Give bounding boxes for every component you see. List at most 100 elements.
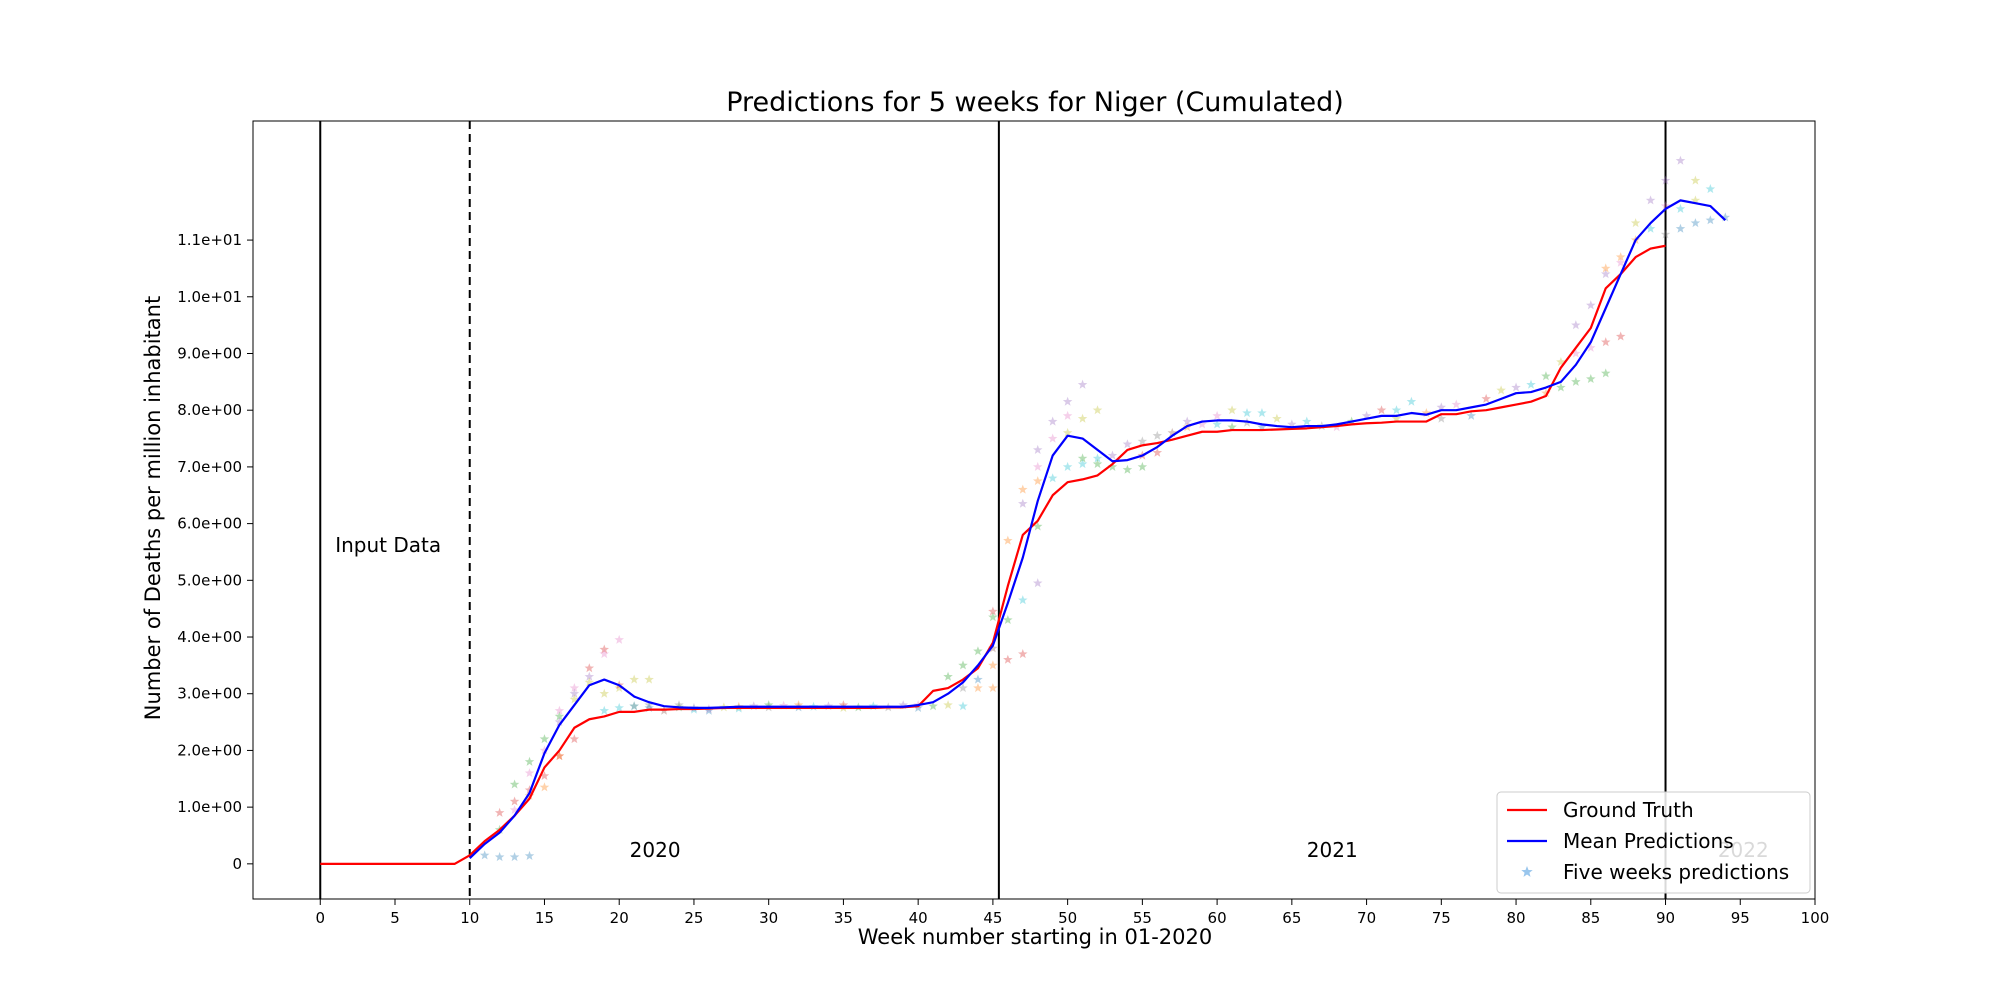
prediction-star-marker bbox=[1690, 218, 1701, 228]
y-tick-label: 6.0e+00 bbox=[177, 515, 242, 533]
x-tick-label: 5 bbox=[390, 909, 400, 927]
prediction-star-marker bbox=[1511, 382, 1521, 392]
prediction-star-marker bbox=[1122, 439, 1133, 449]
five-weeks-predictions-markers bbox=[479, 155, 1731, 862]
prediction-star-marker bbox=[973, 674, 983, 684]
y-tick-label: 8.0e+00 bbox=[177, 401, 242, 419]
prediction-star-marker bbox=[958, 660, 968, 670]
prediction-star-marker bbox=[1391, 405, 1402, 415]
prediction-star-marker bbox=[1122, 464, 1133, 474]
prediction-star-marker bbox=[1287, 419, 1297, 429]
prediction-star-marker bbox=[1451, 399, 1462, 409]
legend-box bbox=[1496, 791, 1811, 894]
prediction-star-marker bbox=[1257, 408, 1267, 418]
x-tick-label: 55 bbox=[1133, 909, 1152, 927]
prediction-star-marker bbox=[1092, 459, 1103, 469]
prediction-star-marker bbox=[1032, 521, 1043, 531]
prediction-star-marker bbox=[1077, 413, 1088, 423]
vertical-lines bbox=[319, 121, 1667, 899]
x-tick-label: 35 bbox=[834, 909, 853, 927]
prediction-star-marker bbox=[973, 683, 983, 693]
x-tick-label: 85 bbox=[1581, 909, 1600, 927]
prediction-star-marker bbox=[1615, 257, 1626, 267]
prediction-star-marker bbox=[1062, 410, 1073, 420]
prediction-star-marker bbox=[494, 852, 505, 862]
series-lines bbox=[320, 199, 1727, 865]
prediction-star-marker bbox=[1376, 405, 1387, 415]
prediction-star-marker bbox=[554, 717, 565, 727]
prediction-star-marker bbox=[1571, 320, 1581, 330]
prediction-star-marker bbox=[509, 796, 520, 806]
prediction-star-marker bbox=[539, 782, 550, 792]
x-tick-label: 95 bbox=[1731, 909, 1750, 927]
prediction-star-marker bbox=[524, 756, 535, 766]
x-tick-label: 30 bbox=[759, 909, 778, 927]
prediction-star-marker bbox=[524, 790, 535, 800]
x-tick-label: 70 bbox=[1357, 909, 1376, 927]
prediction-star-marker bbox=[1541, 388, 1551, 398]
prediction-star-marker bbox=[1586, 342, 1596, 352]
prediction-star-marker bbox=[1227, 422, 1237, 432]
prediction-star-marker bbox=[1047, 473, 1058, 483]
y-tick-label: 2.0e+00 bbox=[177, 741, 242, 759]
prediction-star-marker bbox=[539, 745, 550, 755]
prediction-star-marker bbox=[1092, 405, 1103, 415]
y-tick-label: 1.0e+01 bbox=[177, 288, 242, 306]
prediction-star-marker bbox=[1077, 459, 1088, 469]
prediction-star-marker bbox=[644, 700, 654, 710]
prediction-star-marker bbox=[1032, 461, 1043, 471]
prediction-star-marker bbox=[569, 734, 580, 744]
prediction-star-marker bbox=[988, 606, 998, 616]
prediction-star-marker bbox=[494, 807, 505, 817]
prediction-star-marker bbox=[1436, 413, 1447, 423]
prediction-star-marker bbox=[1032, 444, 1043, 454]
x-tick-label: 20 bbox=[610, 909, 629, 927]
prediction-star-marker bbox=[1272, 413, 1282, 423]
prediction-star-marker bbox=[898, 700, 908, 710]
x-tick-label: 90 bbox=[1656, 909, 1675, 927]
prediction-star-marker bbox=[1556, 357, 1566, 367]
prediction-star-marker bbox=[988, 660, 998, 670]
prediction-star-marker bbox=[958, 701, 968, 711]
annotation-label: 2021 bbox=[1307, 838, 1358, 862]
prediction-star-marker bbox=[1675, 155, 1686, 165]
prediction-star-marker bbox=[524, 785, 535, 795]
prediction-star-marker bbox=[1436, 402, 1447, 412]
prediction-star-marker bbox=[1600, 337, 1611, 347]
legend-label: Five weeks predictions bbox=[1563, 860, 1789, 884]
prediction-star-marker bbox=[1645, 195, 1656, 205]
prediction-star-marker bbox=[838, 700, 849, 710]
x-tick-label: 65 bbox=[1282, 909, 1301, 927]
prediction-star-marker bbox=[1615, 252, 1626, 262]
x-tick-label: 25 bbox=[684, 909, 703, 927]
prediction-star-marker bbox=[554, 705, 565, 715]
prediction-star-marker bbox=[584, 671, 595, 681]
prediction-star-marker bbox=[1092, 453, 1103, 463]
prediction-star-marker bbox=[1107, 450, 1118, 460]
plot-frame bbox=[252, 120, 1816, 900]
prediction-star-marker bbox=[1032, 578, 1043, 588]
x-tick-label: 60 bbox=[1208, 909, 1227, 927]
prediction-star-marker bbox=[1227, 405, 1237, 415]
prediction-star-marker bbox=[1541, 371, 1551, 381]
prediction-star-marker bbox=[1586, 374, 1596, 384]
prediction-star-marker bbox=[539, 734, 550, 744]
annotation-label: 2020 bbox=[630, 838, 681, 862]
prediction-star-marker bbox=[988, 683, 998, 693]
x-tick-label: 45 bbox=[983, 909, 1002, 927]
prediction-star-marker bbox=[584, 677, 595, 687]
x-axis-title: Week number starting in 01-2020 bbox=[858, 925, 1212, 949]
prediction-star-marker bbox=[1720, 212, 1731, 222]
ground-truth-line bbox=[320, 244, 1666, 865]
prediction-star-marker bbox=[928, 701, 938, 711]
prediction-star-marker bbox=[1137, 436, 1148, 446]
x-tick-label: 10 bbox=[460, 909, 479, 927]
prediction-star-marker bbox=[1586, 300, 1596, 310]
prediction-star-marker bbox=[1197, 419, 1207, 429]
prediction-star-marker bbox=[1660, 175, 1671, 185]
prediction-star-marker bbox=[1496, 385, 1506, 395]
prediction-star-marker bbox=[599, 649, 610, 659]
prediction-star-marker bbox=[1615, 331, 1626, 341]
prediction-star-marker bbox=[629, 701, 639, 711]
y-tick-label: 5.0e+00 bbox=[177, 571, 242, 589]
